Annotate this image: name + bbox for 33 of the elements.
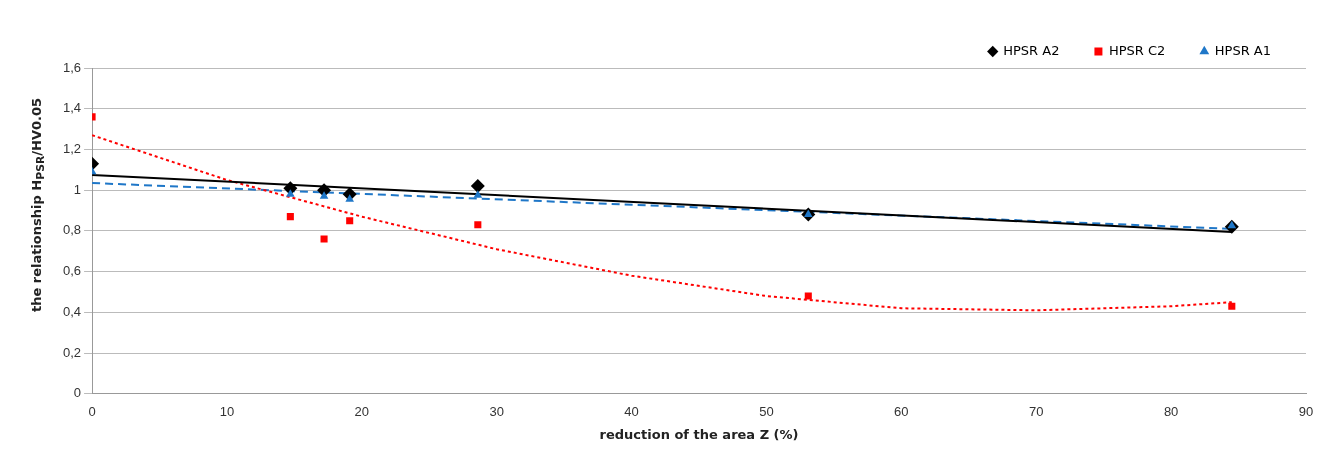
point	[804, 292, 812, 300]
x-tick-label: 70	[1029, 404, 1044, 420]
x-tick-label: 80	[1163, 404, 1179, 420]
legend-label: HPSR C2	[1108, 42, 1166, 58]
x-tick-label: 30	[489, 404, 504, 420]
point	[474, 221, 482, 229]
x-tick-label: 60	[894, 404, 909, 420]
y-tick-label: 0,8	[62, 222, 82, 238]
y-tick-label: 0	[73, 385, 82, 401]
y-tick-label: 1,2	[62, 141, 82, 157]
y-tick-label: 1,6	[62, 59, 82, 75]
point	[346, 217, 354, 225]
y-tick-label: 0,6	[62, 263, 82, 279]
x-tick-label: 40	[624, 404, 639, 420]
y-tick-label: 0,4	[62, 303, 82, 319]
point	[286, 213, 294, 221]
point	[473, 190, 483, 198]
legend-label: HPSR A1	[1214, 42, 1272, 58]
x-tick-label: 0	[88, 404, 96, 420]
x-tick-label: 10	[219, 404, 235, 420]
point	[286, 189, 295, 197]
y-tick-label: 0,2	[62, 344, 82, 360]
point	[319, 191, 329, 199]
x-axis-title: reduction of the area Z (%)	[599, 426, 799, 442]
point	[470, 179, 485, 194]
point	[320, 235, 328, 243]
y-tick-label: 1	[73, 181, 82, 197]
x-tick-label: 50	[759, 404, 774, 420]
point	[1228, 302, 1236, 310]
y-tick-label: 1,4	[62, 100, 82, 116]
legend-label: HPSR A2	[1003, 42, 1060, 58]
x-tick-label: 20	[354, 404, 370, 420]
x-tick-label: 90	[1298, 404, 1314, 420]
